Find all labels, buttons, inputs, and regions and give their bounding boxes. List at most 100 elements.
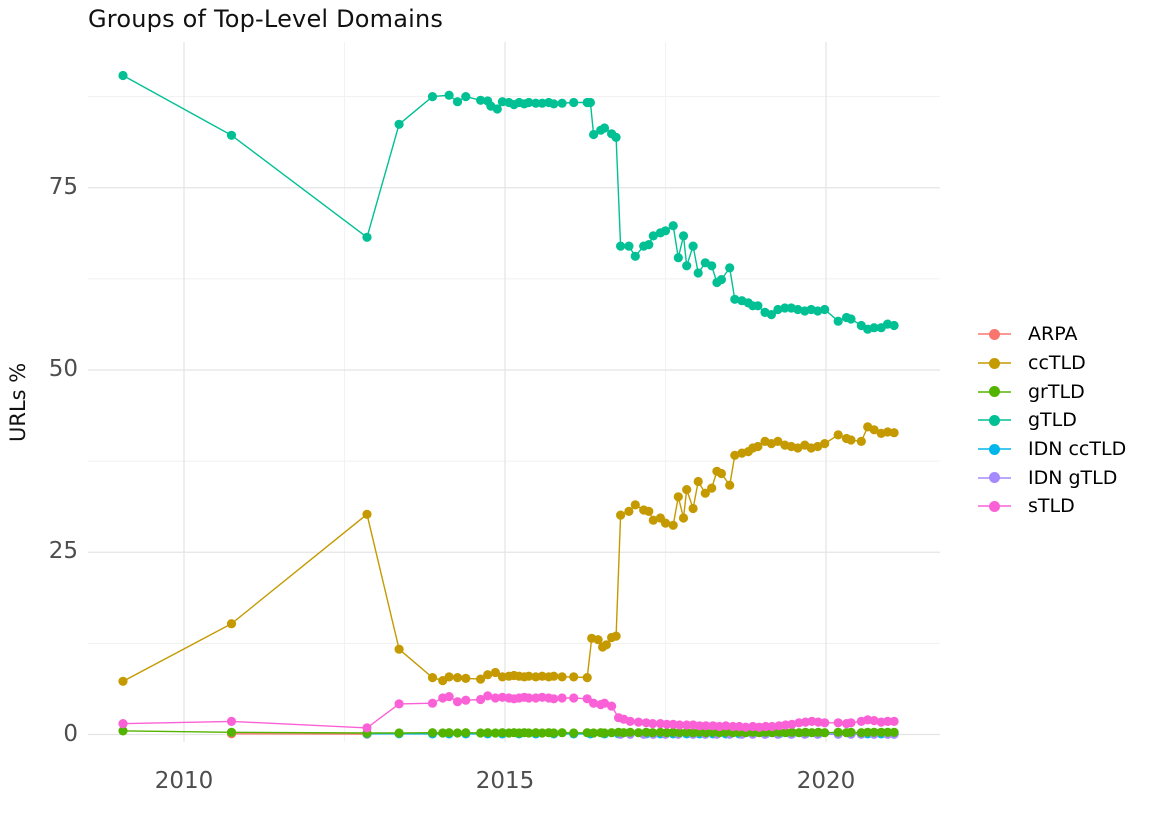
data-point-gtld — [118, 70, 128, 81]
data-point-gtld — [452, 97, 463, 107]
data-point-cctld — [856, 436, 866, 446]
y-tick-label: 25 — [48, 538, 78, 565]
data-point-cctld — [557, 672, 567, 682]
data-point-cctld — [793, 443, 803, 453]
y-tick-label: 75 — [48, 173, 78, 200]
data-point-gtld — [427, 92, 438, 102]
data-point-gtld — [226, 130, 237, 140]
data-point-gtld — [660, 226, 671, 236]
data-point-stld — [362, 723, 372, 733]
data-point-grtld — [701, 728, 711, 738]
data-point-stld — [549, 694, 559, 704]
legend-label: IDN gTLD — [1028, 466, 1118, 489]
data-point-cctld — [660, 518, 671, 528]
data-point-stld — [633, 717, 644, 727]
data-point-gtld — [648, 231, 658, 241]
data-point-stld — [728, 721, 738, 732]
data-point-gtld — [833, 316, 843, 326]
y-tick-label: 0 — [63, 720, 78, 747]
data-point-stld — [226, 716, 237, 727]
legend-label: IDN ccTLD — [1028, 438, 1127, 461]
data-point-cctld — [569, 672, 579, 682]
data-point-gtld — [682, 261, 692, 271]
data-point-gtld — [461, 92, 471, 102]
data-point-gtld — [549, 99, 559, 109]
data-point-stld — [869, 716, 879, 726]
data-point-gtld — [589, 129, 599, 140]
data-point-gtld — [616, 241, 626, 251]
data-point-cctld — [707, 483, 717, 493]
data-point-stld — [118, 719, 128, 729]
data-point-gtld — [673, 253, 683, 263]
data-point-grtld — [589, 728, 599, 738]
data-point-cctld — [753, 441, 763, 452]
data-point-gtld — [524, 97, 534, 108]
data-point-gtld — [730, 294, 740, 304]
data-point-cctld — [678, 513, 689, 523]
data-point-stld — [761, 721, 771, 732]
data-point-cctld — [362, 509, 372, 519]
data-point-grtld — [497, 728, 507, 738]
data-point-gtld — [394, 119, 404, 129]
data-point-cctld — [630, 500, 640, 510]
data-point-gtld — [846, 314, 856, 324]
data-point-gtld — [630, 251, 640, 261]
data-point-stld — [461, 695, 471, 705]
data-point-gtld — [611, 132, 621, 142]
legend-key-icon — [978, 353, 1011, 373]
data-point-cctld — [549, 671, 559, 681]
data-point-gtld — [693, 268, 703, 278]
data-point-grtld — [787, 727, 797, 737]
data-point-cctld — [813, 441, 823, 452]
data-point-grtld — [794, 728, 804, 738]
data-point-gtld — [362, 232, 372, 242]
data-point-grtld — [461, 728, 471, 738]
data-point-stld — [787, 719, 797, 729]
data-point-cctld — [869, 425, 879, 435]
data-point-stld — [694, 721, 705, 731]
data-point-gtld — [688, 241, 698, 251]
data-point-cctld — [682, 485, 692, 495]
data-point-stld — [394, 699, 404, 709]
data-point-stld — [589, 698, 599, 708]
y-tick-label: 50 — [48, 356, 78, 382]
data-point-grtld — [607, 728, 617, 738]
data-point-cctld — [730, 450, 740, 460]
data-point-grtld — [444, 728, 454, 738]
series-line-gtld — [122, 74, 895, 330]
data-point-grtld — [633, 728, 644, 738]
data-point-grtld — [483, 728, 493, 738]
data-point-grtld — [537, 728, 547, 738]
legend-item-gtld: gTLD — [978, 406, 1126, 435]
data-point-gtld — [889, 320, 899, 331]
data-point-grtld — [883, 727, 893, 737]
data-point-grtld — [452, 728, 463, 738]
legend-item-grtld: grTLD — [978, 377, 1126, 406]
data-point-cctld — [716, 468, 727, 479]
legend-label: ARPA — [1028, 323, 1078, 346]
legend-label: ccTLD — [1028, 352, 1086, 375]
data-point-gtld — [773, 304, 783, 315]
data-point-stld — [444, 692, 454, 702]
data-point-cctld — [889, 428, 899, 438]
legend-key-icon — [978, 439, 1011, 459]
legend-item-arpa: ARPA — [978, 320, 1126, 349]
legend-label: sTLD — [1028, 495, 1075, 518]
legend-label: grTLD — [1028, 380, 1085, 403]
x-tick-label: 2010 — [154, 768, 214, 794]
data-point-stld — [721, 721, 731, 731]
data-point-gtld — [707, 261, 717, 271]
data-point-grtld — [524, 728, 534, 738]
data-point-cctld — [452, 673, 463, 683]
chart-title: Groups of Top-Level Domains — [88, 5, 444, 33]
data-point-cctld — [725, 480, 735, 490]
data-point-gtld — [668, 221, 678, 231]
data-point-stld — [582, 694, 592, 704]
data-point-stld — [427, 698, 438, 708]
data-point-grtld — [490, 728, 500, 738]
data-point-stld — [483, 691, 493, 701]
data-point-cctld — [624, 506, 634, 516]
data-point-gtld — [766, 310, 777, 320]
data-point-grtld — [549, 728, 559, 738]
data-point-grtld — [876, 727, 886, 737]
